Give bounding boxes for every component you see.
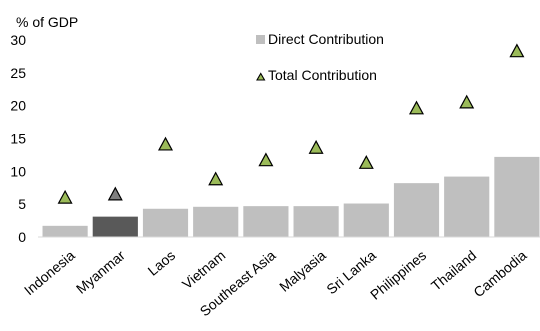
bar-vietnam bbox=[193, 206, 239, 237]
y-tick-label-25: 25 bbox=[10, 65, 26, 81]
x-tick-label-malyasia: Malyasia bbox=[276, 247, 329, 295]
marker-thailand bbox=[459, 94, 475, 109]
x-tick-label-indonesia: Indonesia bbox=[21, 247, 78, 298]
bar-indonesia bbox=[42, 225, 88, 237]
bar-cambodia bbox=[494, 156, 540, 237]
y-tick-label-20: 20 bbox=[10, 98, 26, 114]
legend-marker-total bbox=[256, 72, 266, 81]
marker-indonesia bbox=[57, 189, 73, 204]
bar-myanmar bbox=[92, 216, 138, 237]
legend-swatch-direct bbox=[256, 35, 265, 44]
legend-label-total: Total Contribution bbox=[268, 67, 377, 83]
y-tick-label-0: 0 bbox=[18, 229, 26, 245]
marker-laos bbox=[157, 136, 174, 151]
x-tick-label-laos: Laos bbox=[145, 247, 179, 279]
y-tick-labels: 0 5 10 15 20 25 30 bbox=[10, 32, 26, 245]
bar-sri-lanka bbox=[343, 203, 389, 237]
marker-cambodia bbox=[509, 43, 525, 58]
bar-laos bbox=[142, 208, 189, 237]
markers-layer bbox=[57, 43, 525, 204]
marker-philippines bbox=[408, 100, 425, 115]
marker-sri-lanka bbox=[358, 155, 374, 169]
y-tick-label-30: 30 bbox=[10, 32, 26, 48]
marker-southeast-asia bbox=[258, 152, 274, 167]
legend: Direct Contribution Total Contribution bbox=[256, 31, 384, 83]
marker-vietnam bbox=[208, 171, 224, 186]
bar-thailand bbox=[444, 176, 490, 237]
bar-malyasia bbox=[293, 206, 339, 237]
marker-malyasia bbox=[308, 139, 324, 154]
bar-southeast-asia bbox=[243, 206, 289, 237]
y-axis-title: % of GDP bbox=[16, 14, 78, 30]
legend-label-direct: Direct Contribution bbox=[268, 31, 384, 47]
bars-layer bbox=[42, 156, 540, 237]
x-tick-label-philippines: Philippines bbox=[367, 247, 429, 303]
marker-myanmar bbox=[107, 186, 123, 201]
y-tick-label-5: 5 bbox=[18, 196, 26, 212]
x-tick-label-vietnam: Vietnam bbox=[179, 247, 228, 292]
x-tick-label-cambodia: Cambodia bbox=[470, 247, 529, 300]
y-tick-label-15: 15 bbox=[10, 131, 26, 147]
x-tick-label-myanmar: Myanmar bbox=[73, 247, 128, 297]
y-tick-label-10: 10 bbox=[10, 163, 26, 179]
bar-philippines bbox=[393, 183, 440, 237]
